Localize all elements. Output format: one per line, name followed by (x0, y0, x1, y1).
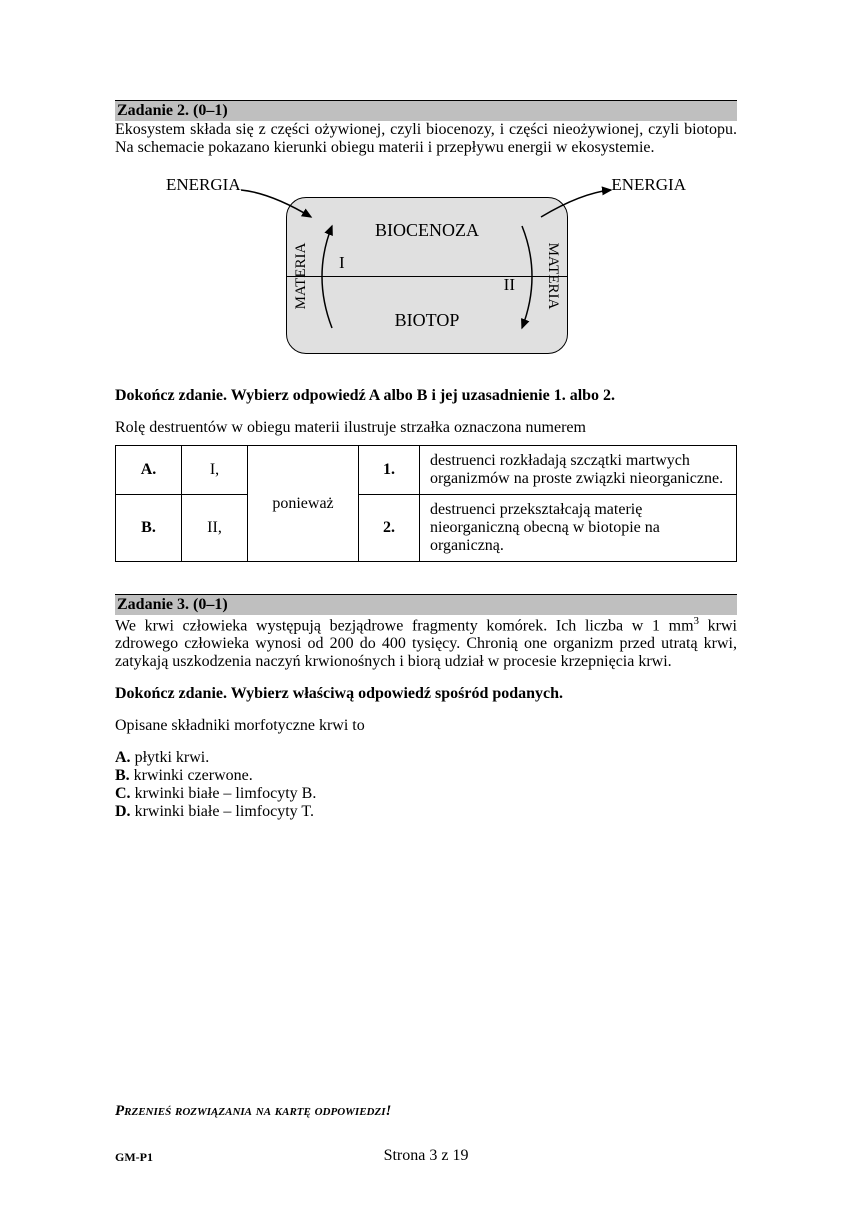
cell-text-1: destruenci rozkładają szczątki martwych … (420, 446, 737, 495)
option-a-text: płytki krwi. (135, 749, 210, 766)
diagram-circulation-arrows (287, 198, 567, 353)
task3-options: A. płytki krwi. B. krwinki czerwone. C. … (115, 749, 737, 821)
task2-prompt-main: Dokończ zdanie. Wybierz odpowiedź A albo… (115, 387, 737, 405)
cell-roman-1: I, (182, 446, 248, 495)
option-b-text: krwinki czerwone. (134, 767, 253, 784)
page: Zadanie 2. (0–1) Ekosystem składa się z … (0, 0, 852, 1205)
cell-text-2: destruenci przekształcają materię nieorg… (420, 495, 737, 562)
page-number: Strona 3 z 19 (0, 1147, 852, 1165)
option-a-label: A. (115, 749, 131, 766)
cell-label-a: A. (116, 446, 182, 495)
task2-prompt-stem: Rolę destruentów w obiegu materii ilustr… (115, 419, 737, 437)
diagram-box: BIOCENOZA BIOTOP MATERIA MATERIA I II (286, 197, 568, 354)
option-c: C. krwinki białe – limfocyty B. (115, 785, 737, 803)
option-c-text: krwinki białe – limfocyty B. (135, 785, 317, 802)
task2-answer-table: A. I, ponieważ 1. destruenci rozkładają … (115, 445, 737, 562)
option-b: B. krwinki czerwone. (115, 767, 737, 785)
option-d: D. krwinki białe – limfocyty T. (115, 803, 737, 821)
option-b-label: B. (115, 767, 130, 784)
task3-intro-pre: We krwi człowieka występują bezjądrowe f… (115, 617, 694, 634)
option-a: A. płytki krwi. (115, 749, 737, 767)
table-row: A. I, ponieważ 1. destruenci rozkładają … (116, 446, 737, 495)
task3-prompt: Dokończ zdanie. Wybierz właściwą odpowie… (115, 685, 737, 703)
option-d-label: D. (115, 803, 131, 820)
task2-header: Zadanie 2. (0–1) (115, 100, 737, 121)
cell-num-2: 2. (359, 495, 420, 562)
table-row: B. II, 2. destruenci przekształcają mate… (116, 495, 737, 562)
task3-stem: Opisane składniki morfotyczne krwi to (115, 717, 737, 735)
cell-num-1: 1. (359, 446, 420, 495)
cell-connector: ponieważ (248, 446, 359, 562)
energy-label-left: ENERGIA (166, 175, 241, 195)
task3-header: Zadanie 3. (0–1) (115, 594, 737, 615)
energy-label-right: ENERGIA (611, 175, 686, 195)
ecosystem-diagram: ENERGIA ENERGIA BIOCENOZA BIOTOP MATERIA… (115, 175, 737, 365)
transfer-note: Przenieś rozwiązania na kartę odpowiedzi… (115, 1103, 391, 1120)
cell-label-b: B. (116, 495, 182, 562)
option-d-text: krwinki białe – limfocyty T. (135, 803, 314, 820)
task2-intro: Ekosystem składa się z części ożywionej,… (115, 121, 737, 157)
option-c-label: C. (115, 785, 131, 802)
task3-intro: We krwi człowieka występują bezjądrowe f… (115, 615, 737, 671)
cell-roman-2: II, (182, 495, 248, 562)
